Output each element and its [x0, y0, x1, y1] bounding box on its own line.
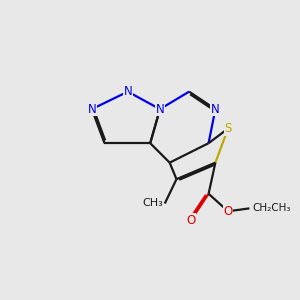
Text: N: N	[211, 103, 220, 116]
Text: O: O	[186, 214, 196, 226]
Text: N: N	[88, 103, 96, 116]
Text: N: N	[156, 103, 164, 116]
Text: CH₃: CH₃	[142, 199, 163, 208]
Text: CH₂CH₃: CH₂CH₃	[252, 203, 291, 213]
Text: O: O	[224, 205, 233, 218]
Text: N: N	[124, 85, 132, 98]
Text: S: S	[224, 122, 232, 135]
